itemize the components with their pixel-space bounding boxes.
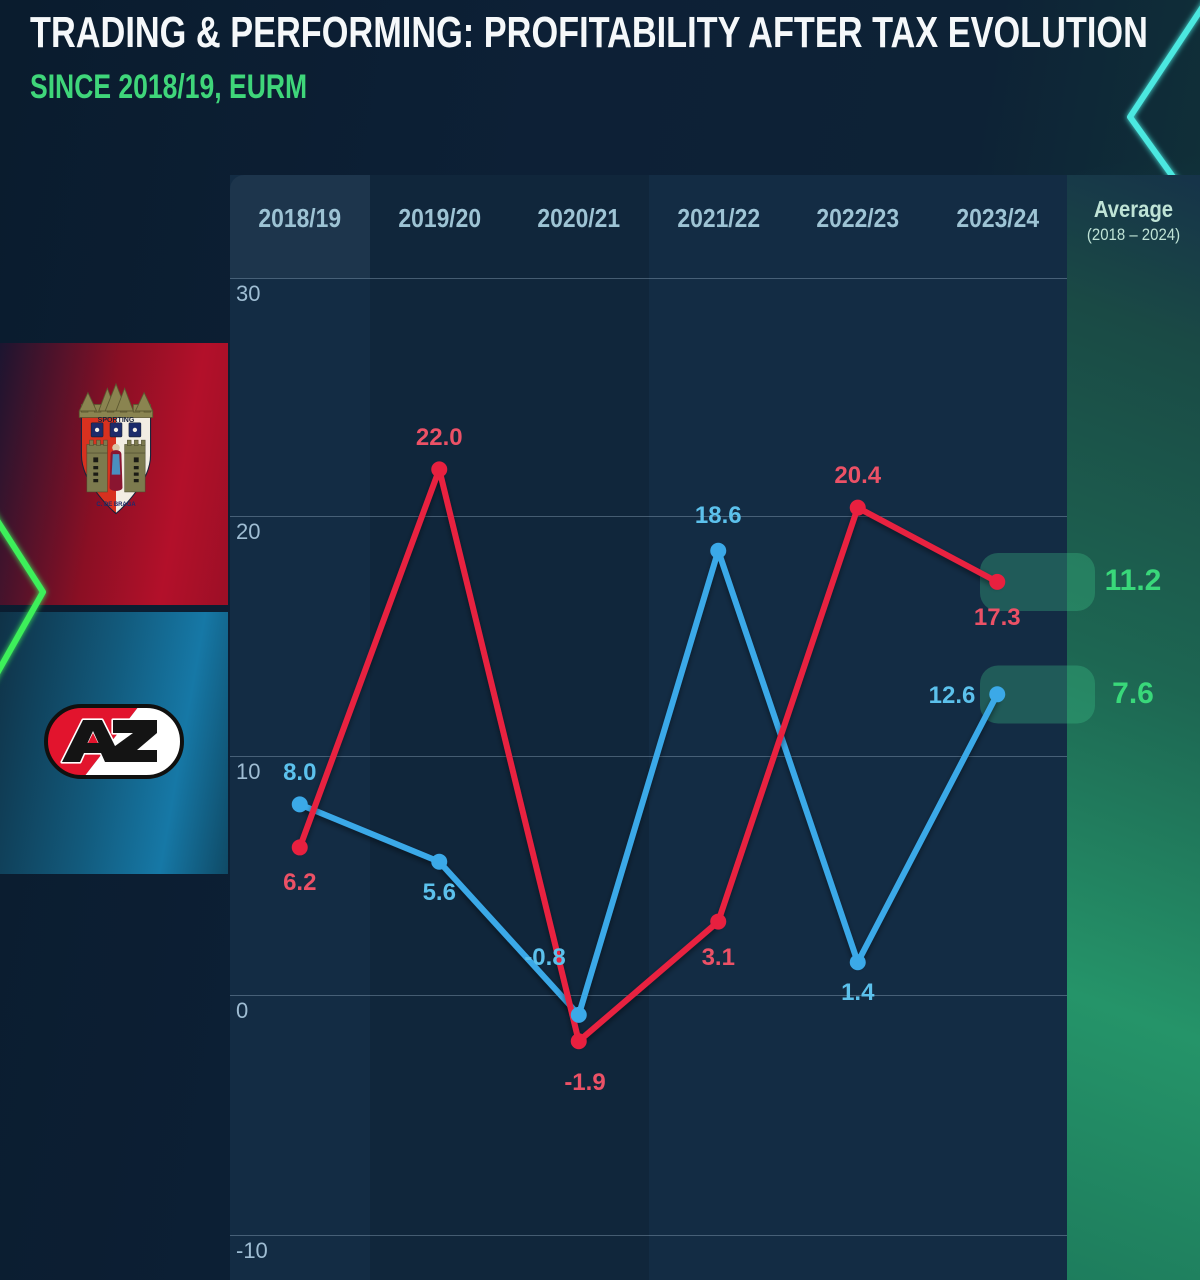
svg-text:-0.8: -0.8 <box>524 944 565 971</box>
svg-text:6.2: 6.2 <box>283 869 316 896</box>
svg-text:7.6: 7.6 <box>1112 677 1154 710</box>
svg-text:18.6: 18.6 <box>695 502 742 529</box>
svg-text:12.6: 12.6 <box>929 682 976 709</box>
svg-text:22.0: 22.0 <box>416 424 463 451</box>
svg-text:5.6: 5.6 <box>423 879 456 906</box>
svg-text:20.4: 20.4 <box>834 462 881 489</box>
svg-text:-1.9: -1.9 <box>564 1069 605 1096</box>
svg-text:3.1: 3.1 <box>702 944 735 971</box>
svg-text:11.2: 11.2 <box>1105 564 1162 597</box>
svg-text:8.0: 8.0 <box>283 759 316 786</box>
svg-text:1.4: 1.4 <box>841 979 875 1006</box>
svg-text:17.3: 17.3 <box>974 604 1021 631</box>
